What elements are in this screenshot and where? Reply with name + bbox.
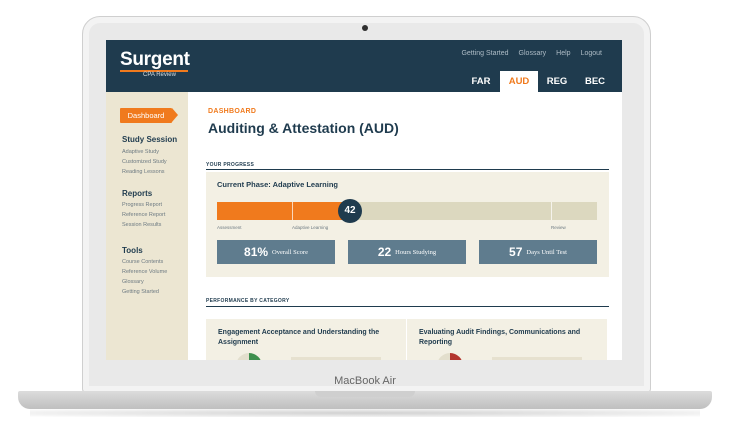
screen: Surgent CPA Review Getting Started Gloss…: [106, 40, 622, 360]
laptop-notch: [315, 391, 415, 397]
link-glossary[interactable]: Glossary: [518, 50, 547, 57]
current-phase: Current Phase: Adaptive Learning: [217, 180, 338, 189]
sidebar-item-adaptive-study[interactable]: Adaptive Study: [122, 149, 159, 155]
category-bar: [291, 357, 381, 360]
link-logout[interactable]: Logout: [580, 50, 602, 57]
category-section-label: PERFORMANCE BY CATEGORY: [206, 298, 290, 304]
sidebar-item-session-results[interactable]: Session Results: [122, 222, 162, 228]
progress-fill: [217, 202, 350, 220]
brand-subtitle: CPA Review: [143, 72, 176, 78]
category-section-rule: [206, 306, 609, 307]
category-card[interactable]: Engagement Acceptance and Understanding …: [206, 319, 406, 360]
tab-bec[interactable]: BEC: [584, 76, 606, 87]
bar-label-adaptive-learning: Adaptive Learning: [292, 225, 329, 230]
sidebar-item-customized-study[interactable]: Customized Study: [122, 159, 167, 165]
sidebar: Dashboard Study Session Adaptive Study C…: [106, 92, 188, 360]
top-links: Getting Started Glossary Help Logout: [461, 50, 602, 57]
sidebar-item-progress-report[interactable]: Progress Report: [122, 202, 163, 208]
sidebar-item-glossary[interactable]: Glossary: [122, 279, 144, 285]
main-content: DASHBOARD Auditing & Attestation (AUD) Y…: [188, 92, 622, 360]
sidebar-item-reference-report[interactable]: Reference Report: [122, 212, 166, 218]
sidebar-item-getting-started[interactable]: Getting Started: [122, 289, 159, 295]
sidebar-section-reports: Reports: [122, 189, 153, 198]
stat-value: 81%: [244, 245, 269, 259]
device-label: MacBook Air: [334, 375, 396, 387]
sidebar-section-tools: Tools: [122, 246, 143, 255]
progress-card: Current Phase: Adaptive Learning 42 Asse…: [206, 172, 609, 277]
tab-aud[interactable]: AUD: [500, 71, 538, 92]
stat-label: Overall Score: [272, 248, 308, 256]
laptop-base: [18, 391, 712, 409]
page-title: Auditing & Attestation (AUD): [208, 120, 399, 136]
stat-value: 57: [509, 245, 523, 259]
link-help[interactable]: Help: [556, 50, 571, 57]
category-title: Engagement Acceptance and Understanding …: [218, 329, 380, 346]
stat-value: 22: [377, 245, 392, 259]
section-tabs: FAR AUD REG BEC: [462, 71, 614, 92]
dashboard-arrow-icon: [172, 108, 178, 122]
progress-badge: 42: [338, 199, 362, 223]
sidebar-item-reference-volume[interactable]: Reference Volume: [122, 269, 168, 275]
app-header: Surgent CPA Review Getting Started Gloss…: [106, 40, 622, 92]
progress-tick: [551, 202, 552, 220]
stat-label: Days Until Test: [526, 248, 567, 256]
progress-tick: [292, 202, 293, 220]
category-title: Evaluating Audit Findings, Communication…: [419, 329, 581, 346]
category-card[interactable]: Evaluating Audit Findings, Communication…: [407, 319, 607, 360]
camera-icon: [362, 25, 368, 31]
tab-reg[interactable]: REG: [546, 76, 568, 87]
breadcrumb: DASHBOARD: [208, 108, 257, 115]
stat-label: Hours Studying: [395, 248, 437, 256]
progress-track: [217, 202, 597, 220]
sidebar-item-course-contents[interactable]: Course Contents: [122, 259, 164, 265]
stat-overall-score: 81% Overall Score: [217, 240, 335, 264]
bar-label-assessment: Assessment: [217, 225, 242, 230]
progress-section-rule: [206, 169, 609, 170]
stat-hours-studying: 22 Hours Studying: [348, 240, 466, 264]
category-donut-chart: [236, 353, 262, 360]
logo-underline: [120, 70, 188, 72]
bar-label-review: Review: [551, 225, 566, 230]
link-getting-started[interactable]: Getting Started: [461, 50, 509, 57]
sidebar-item-reading-lessons[interactable]: Reading Lessons: [122, 169, 165, 175]
laptop-shadow: [30, 409, 700, 417]
category-donut-chart: [437, 353, 463, 360]
category-bar: [492, 357, 582, 360]
stat-days-until-test: 57 Days Until Test: [479, 240, 597, 264]
dashboard-button[interactable]: Dashboard: [120, 108, 172, 123]
sidebar-section-study-session: Study Session: [122, 135, 178, 144]
tab-far[interactable]: FAR: [471, 76, 491, 87]
progress-section-label: YOUR PROGRESS: [206, 162, 255, 168]
brand-logo[interactable]: Surgent: [120, 49, 190, 70]
